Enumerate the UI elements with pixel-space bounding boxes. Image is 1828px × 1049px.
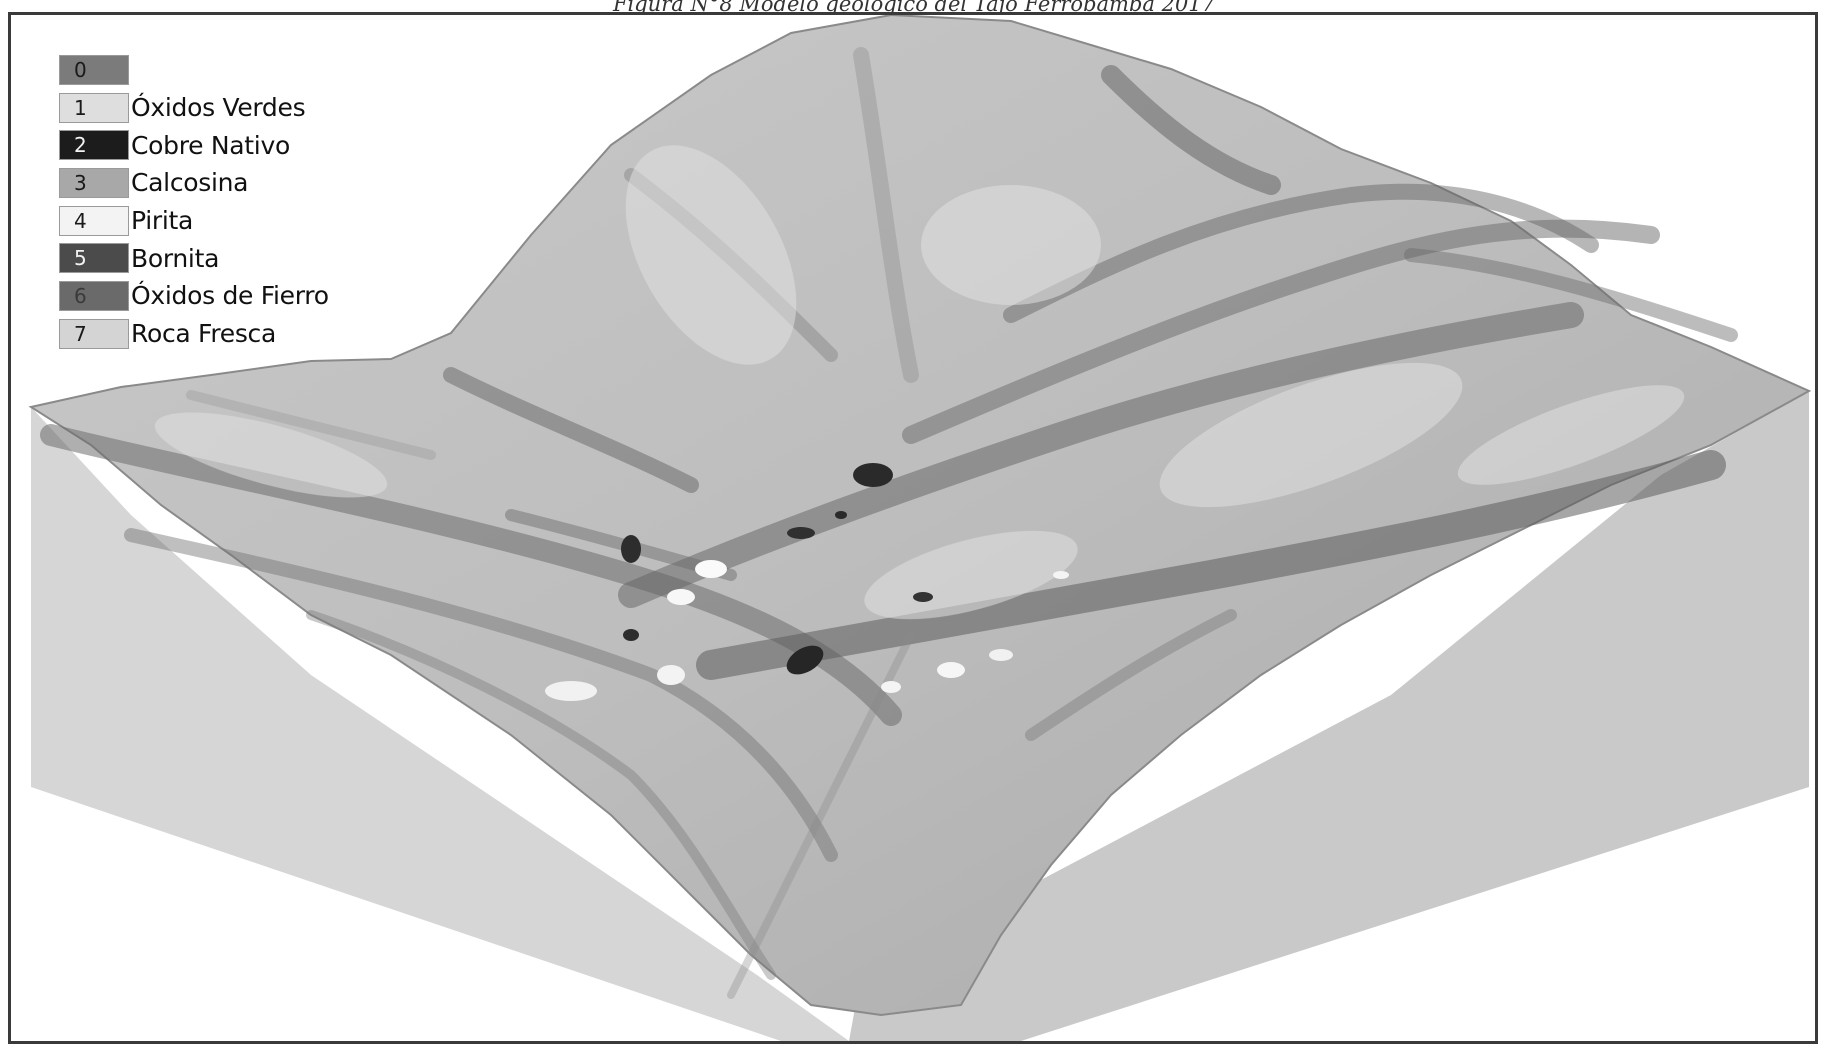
legend-swatch: 4 xyxy=(59,205,129,236)
legend-swatch: 3 xyxy=(59,167,129,198)
block-side-right xyxy=(849,391,1809,1041)
legend-swatch: 5 xyxy=(59,243,129,274)
legend-label: Óxidos de Fierro xyxy=(131,281,329,311)
legend-item: 5 Bornita xyxy=(59,239,329,277)
legend-item: 7 Roca Fresca xyxy=(59,315,329,353)
legend-item: 0 xyxy=(59,51,329,89)
legend: 0 1 Óxidos Verdes 2 Cobre Nativo 3 Calco… xyxy=(59,51,329,353)
legend-code: 7 xyxy=(74,321,87,346)
legend-code: 4 xyxy=(74,208,87,233)
legend-code: 6 xyxy=(74,283,87,308)
legend-item: 4 Pirita xyxy=(59,202,329,240)
legend-label: Óxidos Verdes xyxy=(131,93,306,123)
legend-label: Bornita xyxy=(131,243,220,273)
legend-item: 2 Cobre Nativo xyxy=(59,126,329,164)
legend-label: Roca Fresca xyxy=(131,319,277,349)
legend-code: 3 xyxy=(74,170,87,195)
legend-item: 1 Óxidos Verdes xyxy=(59,89,329,127)
legend-item: 6 Óxidos de Fierro xyxy=(59,277,329,315)
legend-swatch: 1 xyxy=(59,92,129,123)
legend-code: 2 xyxy=(74,133,87,158)
legend-swatch: 6 xyxy=(59,280,129,311)
mineral-patches xyxy=(545,463,1069,701)
legend-code: 5 xyxy=(74,246,87,271)
legend-label: Cobre Nativo xyxy=(131,130,290,160)
legend-code: 1 xyxy=(74,95,87,120)
terrain-3d-model xyxy=(28,15,1812,1041)
legend-label: Pirita xyxy=(131,206,194,236)
legend-code: 0 xyxy=(74,57,87,82)
legend-item: 3 Calcosina xyxy=(59,164,329,202)
figure-caption: Figura N°8 Modelo geológico del Tajo Fer… xyxy=(612,0,1216,16)
legend-label: Calcosina xyxy=(131,168,249,198)
geological-model-figure: 0 1 Óxidos Verdes 2 Cobre Nativo 3 Calco… xyxy=(8,12,1818,1044)
block-side-left xyxy=(31,407,849,1041)
legend-swatch: 7 xyxy=(59,318,129,349)
legend-swatch: 0 xyxy=(59,54,129,85)
legend-swatch: 2 xyxy=(59,130,129,161)
terrain-highlights xyxy=(154,145,1685,620)
